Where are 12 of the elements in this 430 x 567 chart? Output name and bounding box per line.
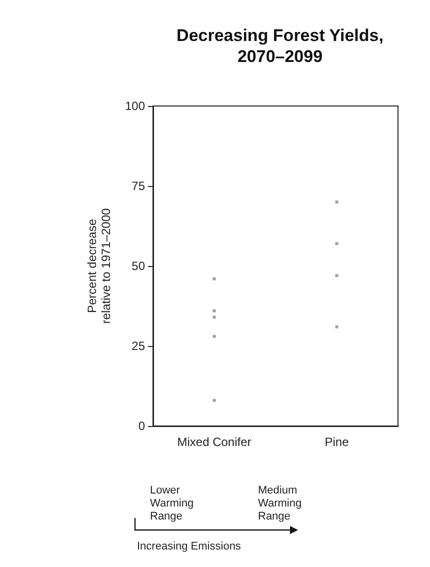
text: Increasing Emissions [137, 540, 242, 552]
y-axis-title: Percent decrease relative to 1971–2000 [85, 208, 113, 324]
y-tick-label: 25 [132, 339, 146, 353]
text: Lower Warming Range [150, 484, 194, 522]
y-tick-label: 50 [132, 259, 146, 273]
x-tick-label: Mixed Conifer [177, 435, 252, 449]
x-tick-label: Pine [324, 435, 350, 449]
y-tick-label: 75 [132, 179, 146, 193]
chart-title: Decreasing Forest Yields, 2070–2099 [176, 26, 384, 66]
y-tick-label: 0 [138, 419, 146, 433]
text: Medium Warming Range [258, 484, 302, 522]
y-tick-label: 100 [124, 99, 146, 113]
